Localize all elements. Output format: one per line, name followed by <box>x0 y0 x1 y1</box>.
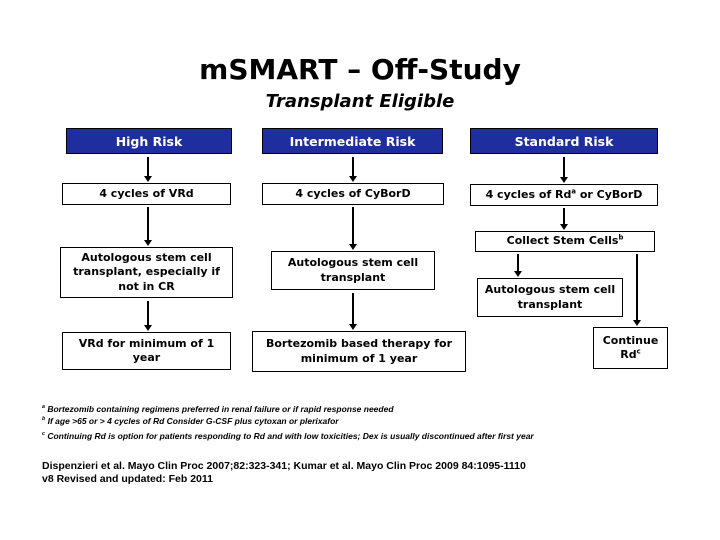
header-high-risk: High Risk <box>66 128 232 154</box>
flow-box-high-step2: Autologous stem cell transplant, especia… <box>60 247 233 298</box>
flow-arrow-long-icon <box>635 254 639 320</box>
page-title: mSMART – Off-Study <box>199 53 521 86</box>
flow-arrow-icon <box>351 207 355 244</box>
citation-line2: v8 Revised and updated: Feb 2011 <box>42 473 213 485</box>
flow-box-label: 4 cycles of CyBorD <box>295 186 411 200</box>
flow-box-label: VRd for minimum of 1 year <box>78 336 215 364</box>
footnote-b: b If age >65 or > 4 cycles of Rd Conside… <box>42 416 339 426</box>
flow-box-label: 4 cycles of Rda or CyBorD <box>485 187 643 201</box>
flow-box-standard-collect: Collect Stem Cellsb <box>475 231 655 252</box>
flow-arrow-icon <box>351 293 355 324</box>
flow-box-standard-step1: 4 cycles of Rda or CyBorD <box>470 184 658 206</box>
header-high-risk-label: High Risk <box>115 133 183 149</box>
flow-arrow-icon <box>146 301 150 325</box>
citation-line1: Dispenzieri et al. Mayo Clin Proc 2007;8… <box>42 460 526 472</box>
flow-box-label: Autologous stem cell transplant <box>287 256 419 284</box>
page-subtitle: Transplant Eligible <box>265 91 455 112</box>
header-intermediate-risk-label: Intermediate Risk <box>289 133 416 149</box>
header-standard-risk-label: Standard Risk <box>514 133 614 149</box>
flow-box-label: Autologous stem cell transplant <box>484 283 616 311</box>
flow-box-label: Autologous stem cell transplant, especia… <box>73 251 220 293</box>
flow-arrow-icon <box>146 207 150 240</box>
flow-box-standard-continue-rd: Continue Rdc <box>593 327 668 369</box>
flow-box-intermediate-step1: 4 cycles of CyBorD <box>262 183 444 205</box>
flow-box-label: Bortezomib based therapy for minimum of … <box>265 337 453 365</box>
flow-box-high-step1: 4 cycles of VRd <box>62 183 231 205</box>
flow-arrow-icon <box>351 157 355 176</box>
footnote-marker-b: b <box>618 233 624 242</box>
footnote-a: a Bortezomib containing regimens preferr… <box>42 404 394 414</box>
flow-box-high-step3: VRd for minimum of 1 year <box>62 332 231 370</box>
header-standard-risk: Standard Risk <box>470 128 658 154</box>
footnote-marker-c: c <box>636 347 641 356</box>
flow-box-label: Continue Rdc <box>602 333 659 361</box>
flow-box-label: Collect Stem Cellsb <box>506 233 624 248</box>
flow-arrow-icon <box>146 157 150 176</box>
flow-box-intermediate-step3: Bortezomib based therapy for minimum of … <box>252 331 466 372</box>
footnote-marker-a: a <box>571 187 577 196</box>
flow-arrow-icon <box>562 157 566 177</box>
flow-box-label: 4 cycles of VRd <box>99 186 194 200</box>
flow-arrow-icon <box>562 208 566 224</box>
flow-arrow-icon <box>516 254 520 271</box>
header-intermediate-risk: Intermediate Risk <box>262 128 443 154</box>
footnote-c: c Continuing Rd is option for patients r… <box>42 431 534 441</box>
flow-box-intermediate-step2: Autologous stem cell transplant <box>271 251 435 290</box>
flow-box-standard-transplant: Autologous stem cell transplant <box>477 278 623 317</box>
